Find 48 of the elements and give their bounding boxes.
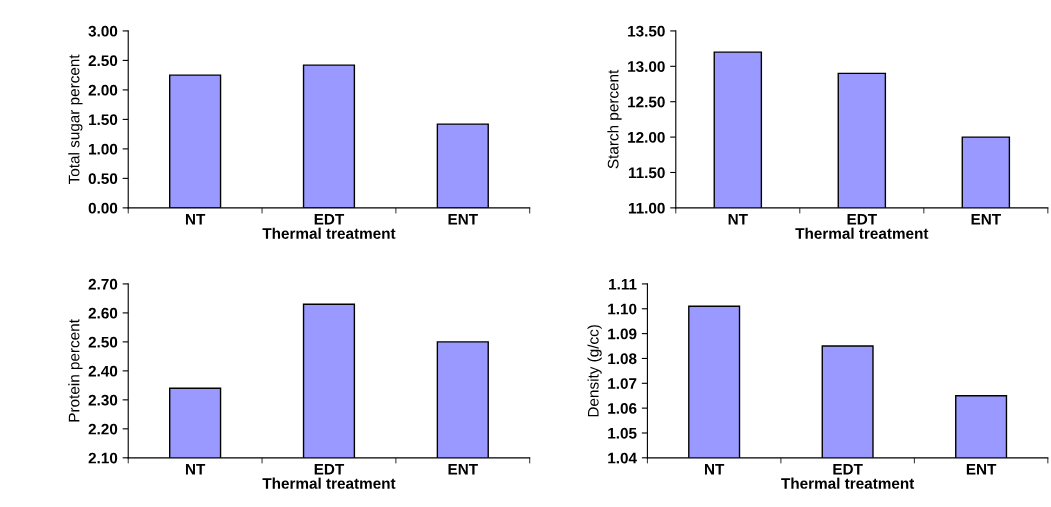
y-tick-label: 12.00	[628, 131, 665, 143]
y-tick-label: 2.40	[88, 365, 118, 377]
y-tick-label: 0.50	[88, 173, 118, 185]
x-axis-title: Thermal treatment	[781, 477, 915, 489]
y-tick-label: 1.10	[608, 303, 637, 315]
y-tick-label: 1.00	[89, 143, 118, 155]
y-tick-label: 11.50	[628, 167, 665, 179]
x-axis-title: Thermal treatment	[262, 477, 396, 489]
x-axis-title: Thermal treatment	[795, 227, 929, 239]
y-tick-label: 1.07	[608, 378, 637, 389]
y-tick-label: 1.50	[89, 114, 118, 126]
y-tick-label: 1.09	[608, 328, 637, 340]
x-tick-label: NT	[704, 463, 725, 475]
y-tick-label: 1.06	[608, 403, 637, 414]
x-tick-label: NT	[728, 213, 748, 225]
y-tick-label: 2.20	[88, 423, 118, 435]
y-tick-label: 2.70	[88, 278, 118, 290]
y-tick-label: 11.00	[628, 202, 665, 214]
x-tick-label: EDT	[314, 213, 345, 225]
x-tick-label: ENT	[448, 213, 478, 225]
y-tick-label: 2.00	[88, 84, 118, 96]
y-axis-title: Starch percent	[607, 69, 622, 169]
y-tick-label: 1.11	[609, 278, 637, 290]
x-tick-label: EDT	[314, 463, 345, 475]
y-tick-label: 1.05	[608, 427, 637, 439]
x-tick-label: ENT	[966, 463, 997, 475]
y-tick-label: 2.60	[88, 307, 118, 319]
y-tick-label: 2.30	[88, 394, 118, 406]
y-axis-title: Protein percent	[68, 319, 83, 422]
y-tick-label: 0.00	[88, 202, 118, 214]
x-tick-label: ENT	[971, 213, 1001, 225]
y-tick-label: 1.08	[608, 353, 637, 365]
y-tick-label: 2.50	[88, 55, 118, 67]
y-tick-label: 13.50	[628, 25, 665, 37]
y-axis-title: Total sugar percent	[68, 54, 83, 185]
y-tick-label: 12.50	[628, 96, 665, 108]
x-tick-label: NT	[185, 213, 206, 225]
y-axis-title: Density (g/cc)	[587, 325, 602, 417]
y-tick-label: 1.04	[608, 452, 637, 464]
y-tick-label: 3.00	[88, 25, 118, 37]
x-tick-label: EDT	[833, 463, 863, 475]
x-axis-title: Thermal treatment	[262, 227, 396, 239]
y-tick-label: 13.00	[628, 61, 665, 73]
x-tick-label: EDT	[847, 213, 877, 225]
y-tick-label: 2.10	[88, 452, 118, 464]
y-tick-label: 2.50	[88, 336, 118, 348]
x-tick-label: NT	[185, 463, 206, 475]
x-tick-label: ENT	[448, 463, 478, 475]
